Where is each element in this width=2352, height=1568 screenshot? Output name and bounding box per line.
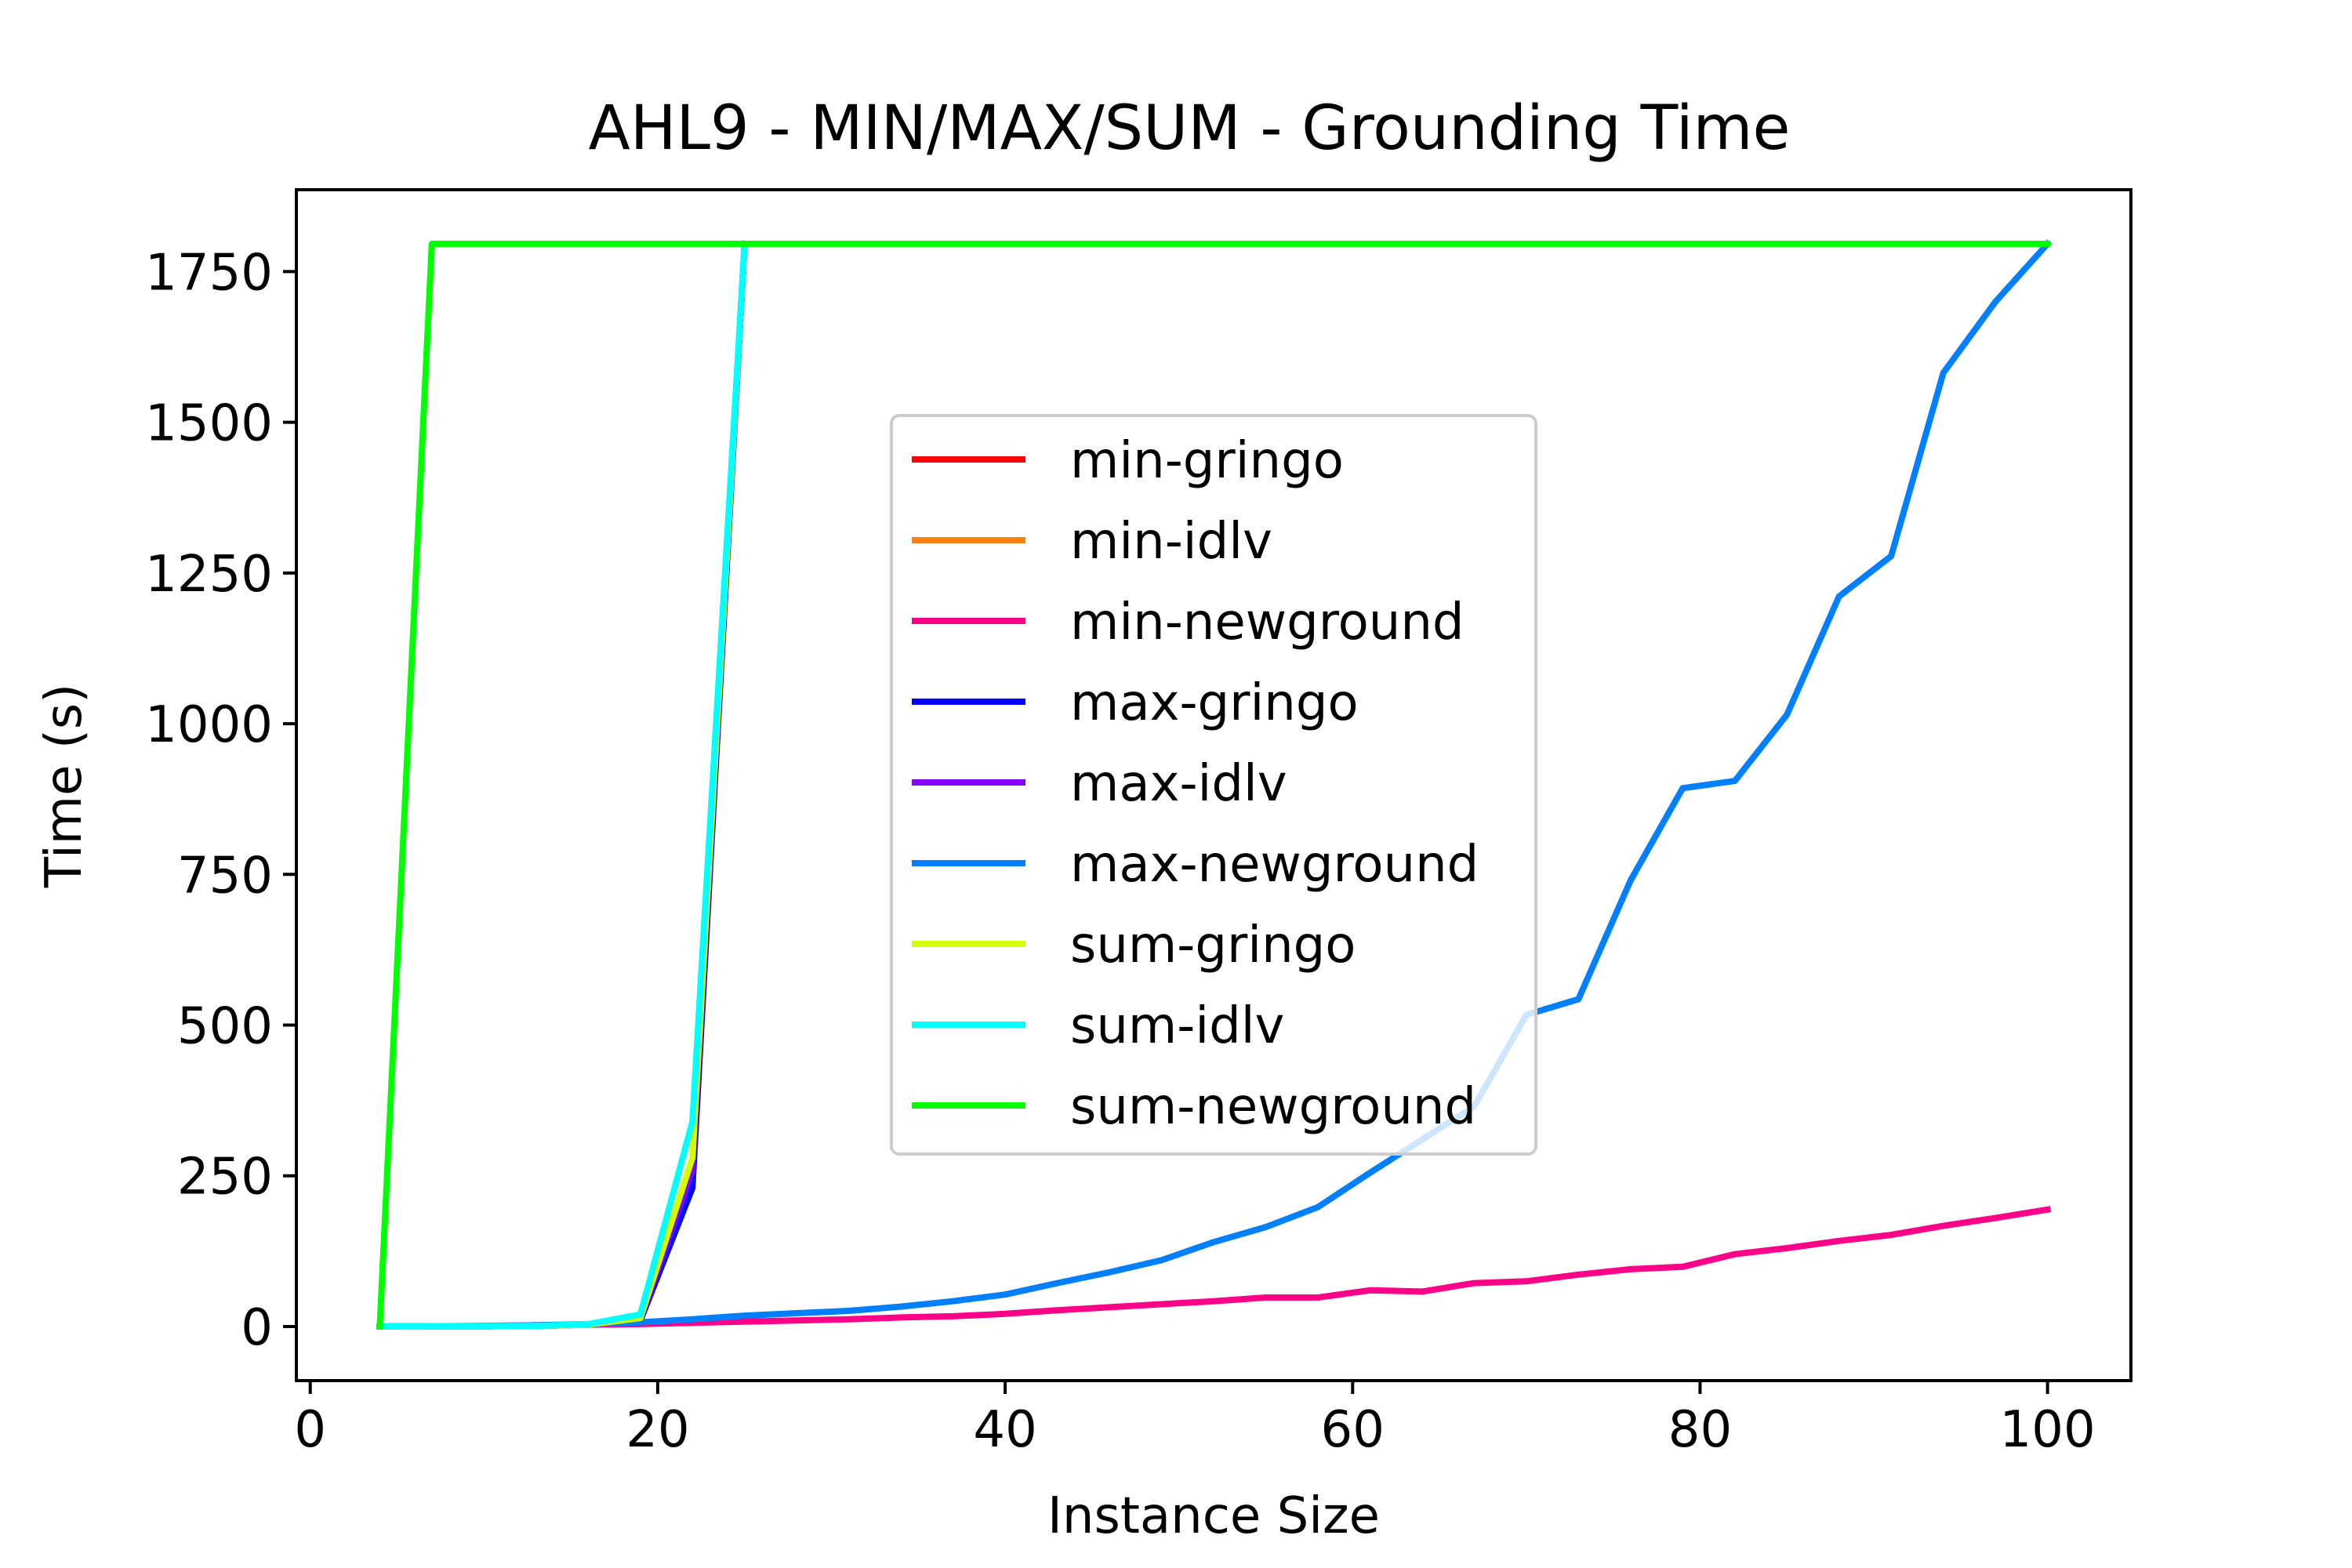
y-tick-label: 1750: [145, 244, 273, 302]
series-line-sum-newground: [376, 241, 2051, 1330]
x-tick-label: 100: [2000, 1401, 2096, 1459]
x-axis: 0 20 40 60 80 100: [294, 1381, 2096, 1459]
legend-label: min-gringo: [1070, 432, 1344, 490]
legend-label: min-newground: [1070, 593, 1465, 652]
legend-label: sum-gringo: [1070, 916, 1356, 975]
y-axis: 0 250 500 750 1000 1250 1500 1750: [145, 244, 296, 1357]
legend-frame: [890, 414, 1537, 1156]
y-tick-label: 750: [177, 847, 273, 905]
legend-label: max-idlv: [1070, 755, 1287, 813]
legend-label: min-idlv: [1070, 513, 1272, 571]
legend-label: max-newground: [1070, 836, 1479, 894]
x-tick-label: 40: [973, 1401, 1036, 1459]
x-axis-label: Instance Size: [1047, 1487, 1380, 1545]
x-tick-label: 20: [626, 1401, 689, 1459]
legend: min-gringo min-idlv min-newground max-gring…: [890, 414, 1537, 1156]
y-tick-label: 0: [241, 1299, 273, 1357]
x-tick-label: 60: [1321, 1401, 1385, 1459]
chart-title: AHL9 - MIN/MAX/SUM - Grounding Time: [589, 93, 1791, 164]
series-layer: [376, 239, 2053, 1330]
y-tick-label: 250: [177, 1149, 273, 1207]
series-line-max-newground: [376, 239, 2053, 1330]
x-tick-label: 0: [294, 1401, 326, 1459]
y-axis-label: Time (s): [35, 684, 93, 888]
x-tick-label: 80: [1668, 1401, 1732, 1459]
y-tick-label: 1500: [145, 395, 273, 453]
series-line-sum-idlv: [376, 240, 748, 1330]
y-tick-label: 1000: [145, 696, 273, 754]
y-tick-label: 500: [177, 998, 273, 1056]
legend-label: max-gringo: [1070, 674, 1359, 732]
plot-frame: [295, 188, 2132, 1382]
legend-label: sum-newground: [1070, 1078, 1476, 1136]
legend-label: sum-idlv: [1070, 997, 1284, 1055]
y-tick-label: 1250: [145, 546, 273, 604]
